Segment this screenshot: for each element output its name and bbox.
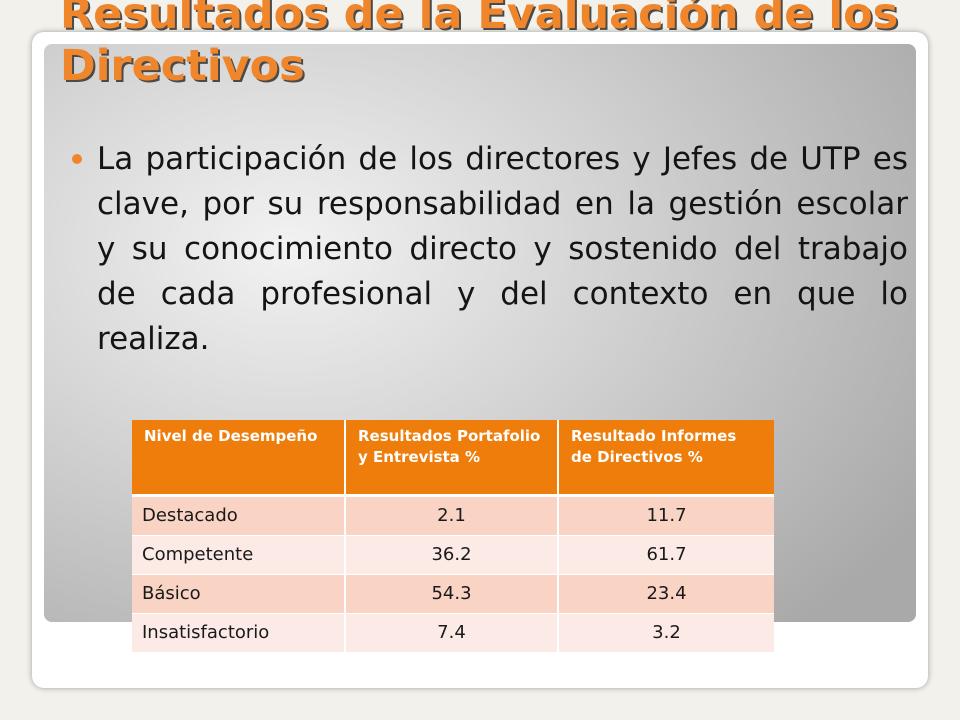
table-row: Insatisfactorio 7.4 3.2	[132, 613, 774, 653]
cell-level: Destacado	[132, 495, 346, 536]
header-informes-directivos: Resultado Informes de Directivos %	[558, 420, 774, 497]
cell-informes: 23.4	[558, 574, 774, 614]
header-nivel-desempeno: Nivel de Desempeño	[132, 420, 346, 497]
bullet-text: La participación de los directores y Jef…	[97, 141, 908, 357]
cell-portafolio: 7.4	[345, 613, 559, 653]
table-row: Competente 36.2 61.7	[132, 535, 774, 575]
cell-portafolio: 54.3	[345, 574, 559, 614]
cell-level: Insatisfactorio	[132, 613, 346, 653]
cell-informes: 3.2	[558, 613, 774, 653]
bullet-dot-icon	[72, 154, 82, 164]
table-row: Destacado 2.1 11.7	[132, 495, 774, 536]
cell-informes: 11.7	[558, 495, 774, 536]
table-header-row: Nivel de Desempeño Resultados Portafolio…	[132, 420, 774, 497]
header-portafolio-entrevista: Resultados Portafolio y Entrevista %	[345, 420, 559, 497]
results-table: Nivel de Desempeño Resultados Portafolio…	[132, 420, 774, 653]
cell-informes: 61.7	[558, 535, 774, 575]
cell-portafolio: 2.1	[345, 495, 559, 536]
cell-portafolio: 36.2	[345, 535, 559, 575]
cell-level: Competente	[132, 535, 346, 575]
cell-level: Básico	[132, 574, 346, 614]
table-row: Básico 54.3 23.4	[132, 574, 774, 614]
slide-title: Resultados de la Evaluación de los Direc…	[60, 0, 899, 91]
